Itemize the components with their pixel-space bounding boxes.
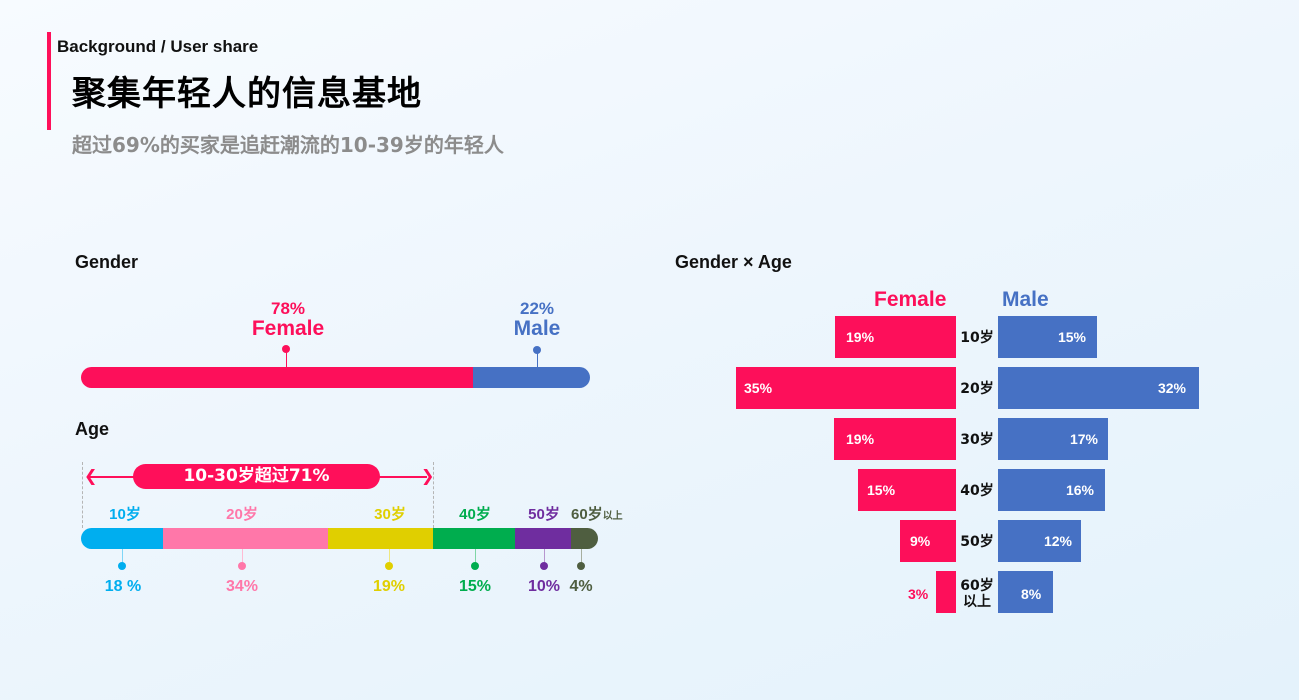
male-value-20: 32% <box>1157 380 1186 396</box>
age-stem-20 <box>242 549 243 563</box>
female-marker-dot <box>282 345 290 353</box>
age-pct-40: 15% <box>458 578 492 595</box>
female-callout: 78% Female <box>228 299 348 341</box>
female-value-40: 15% <box>867 482 896 498</box>
male-value-60: 8% <box>1021 586 1042 602</box>
age-pct-50: 10% <box>527 578 561 595</box>
male-bar-10 <box>998 316 1097 358</box>
female-marker-stem <box>286 352 287 367</box>
gender-bar <box>81 367 590 388</box>
gender-section-title: Gender <box>75 252 139 272</box>
male-marker-dot <box>533 346 541 354</box>
age-pct-30: 19% <box>372 578 406 595</box>
age-label-20: 20岁 <box>226 506 258 523</box>
age-label-30: 30岁 <box>374 506 406 523</box>
age-label-50: 50岁 <box>528 506 560 523</box>
row-label-20: 20岁 <box>960 381 994 397</box>
row-label-50: 50岁 <box>960 534 994 550</box>
age-label-40: 40岁 <box>459 506 491 523</box>
age-dot-30 <box>385 562 393 570</box>
range-line-left <box>88 476 134 478</box>
age-bar-30 <box>328 528 433 549</box>
age-bar-50 <box>515 528 571 549</box>
row-label-60-line1: 60岁 <box>960 578 994 594</box>
range-annotation: 10-30岁超过71% <box>133 464 380 489</box>
female-label: Female <box>251 317 325 340</box>
age-label-10: 10岁 <box>109 506 141 523</box>
male-bar-30 <box>998 418 1108 460</box>
male-label: Male <box>513 317 561 340</box>
arrow-right-icon: ❯ <box>421 466 435 485</box>
age-pct-60: 4% <box>569 578 593 595</box>
male-value-10: 15% <box>1057 329 1086 345</box>
age-bar-20 <box>163 528 328 549</box>
male-marker-stem <box>537 353 538 367</box>
row-label-40: 40岁 <box>960 483 994 499</box>
female-bar-50 <box>900 520 956 562</box>
male-callout: 22% Male <box>487 299 587 341</box>
female-value-30: 19% <box>846 431 875 447</box>
page-title: 聚集年轻人的信息基地 <box>72 74 422 114</box>
range-start-guide <box>82 462 83 528</box>
accent-bar <box>47 32 51 130</box>
age-label-60-main: 60岁 <box>571 506 603 523</box>
male-bar-20 <box>998 367 1199 409</box>
range-end-guide <box>433 462 434 528</box>
page-subtitle: 超过69%的买家是追赶潮流的10-39岁的年轻人 <box>72 133 504 157</box>
legend-male: Male <box>1002 288 1049 311</box>
male-value-50: 12% <box>1043 533 1072 549</box>
female-value-60: 3% <box>908 586 929 602</box>
female-value-50: 9% <box>910 533 931 549</box>
male-value-30: 17% <box>1069 431 1098 447</box>
age-bar <box>81 528 598 549</box>
male-bar-40 <box>998 469 1105 511</box>
male-value-40: 16% <box>1065 482 1094 498</box>
age-label-60: 60岁以上 <box>571 503 623 524</box>
age-pct-10: 18 % <box>104 578 142 595</box>
age-dot-60 <box>577 562 585 570</box>
male-bar-50 <box>998 520 1081 562</box>
female-bar-10 <box>835 316 956 358</box>
age-dot-50 <box>540 562 548 570</box>
gender-bar-female <box>81 367 473 388</box>
age-stem-10 <box>122 549 123 563</box>
gender-bar-male <box>473 367 590 388</box>
age-bar-10 <box>81 528 163 549</box>
female-bar-20 <box>736 367 956 409</box>
age-stem-50 <box>544 549 545 563</box>
female-pct: 78% <box>270 299 306 318</box>
female-value-20: 35% <box>744 380 773 396</box>
female-bar-40 <box>858 469 956 511</box>
age-bar-40 <box>433 528 515 549</box>
male-pct: 22% <box>519 299 555 318</box>
male-bar-60 <box>998 571 1053 613</box>
row-label-60-line2: 以上 <box>963 594 991 610</box>
female-bar-60 <box>936 571 956 613</box>
range-line-right <box>379 476 427 478</box>
age-dot-10 <box>118 562 126 570</box>
female-value-10: 19% <box>846 329 875 345</box>
female-bar-30 <box>834 418 956 460</box>
age-stem-40 <box>475 549 476 563</box>
age-stem-30 <box>389 549 390 563</box>
row-label-60: 60岁 以上 <box>957 578 997 610</box>
row-label-10: 10岁 <box>960 330 994 346</box>
arrow-left-icon: ❮ <box>84 466 98 485</box>
gender-age-section-title: Gender × Age <box>675 252 792 272</box>
age-dot-40 <box>471 562 479 570</box>
age-bar-60 <box>571 528 598 549</box>
age-dot-20 <box>238 562 246 570</box>
age-section-title: Age <box>75 419 110 439</box>
age-pct-20: 34% <box>225 578 259 595</box>
legend-female: Female <box>874 288 947 311</box>
age-stem-60 <box>581 549 582 563</box>
breadcrumb: Background / User share <box>57 37 259 56</box>
row-label-30: 30岁 <box>960 432 994 448</box>
age-label-60-suffix: 以上 <box>602 511 623 522</box>
